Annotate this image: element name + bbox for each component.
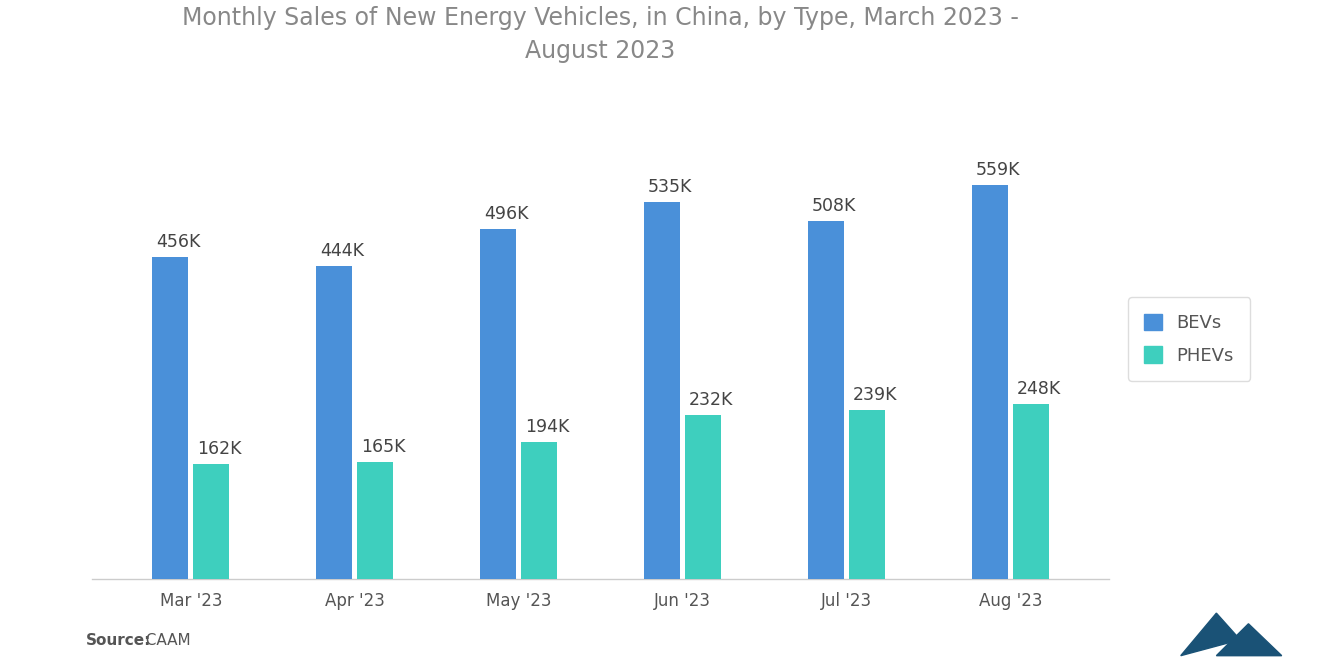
- Polygon shape: [1180, 613, 1239, 656]
- Bar: [152, 257, 189, 579]
- Bar: [685, 415, 721, 579]
- Bar: [193, 464, 230, 579]
- Text: 239K: 239K: [853, 386, 898, 404]
- Title: Monthly Sales of New Energy Vehicles, in China, by Type, March 2023 -
August 202: Monthly Sales of New Energy Vehicles, in…: [182, 5, 1019, 63]
- Bar: [521, 442, 557, 579]
- Bar: [358, 462, 393, 579]
- Text: Source:: Source:: [86, 633, 152, 648]
- Bar: [480, 229, 516, 579]
- Bar: [1012, 404, 1049, 579]
- Text: 496K: 496K: [483, 205, 528, 223]
- Text: 444K: 444K: [319, 241, 364, 259]
- Text: 165K: 165K: [360, 438, 405, 456]
- Text: 162K: 162K: [197, 440, 242, 458]
- Legend: BEVs, PHEVs: BEVs, PHEVs: [1129, 297, 1250, 381]
- Text: 232K: 232K: [689, 391, 733, 409]
- Bar: [808, 221, 843, 579]
- Bar: [849, 410, 884, 579]
- Text: CAAM: CAAM: [136, 633, 190, 648]
- Text: 248K: 248K: [1016, 380, 1061, 398]
- Bar: [317, 266, 352, 579]
- Text: 508K: 508K: [812, 197, 855, 215]
- Text: 559K: 559K: [975, 161, 1020, 179]
- Bar: [972, 185, 1008, 579]
- Bar: [644, 202, 680, 579]
- Polygon shape: [1216, 624, 1282, 656]
- Text: 535K: 535K: [648, 178, 692, 196]
- Text: 194K: 194K: [524, 418, 569, 436]
- Text: 456K: 456K: [156, 233, 201, 251]
